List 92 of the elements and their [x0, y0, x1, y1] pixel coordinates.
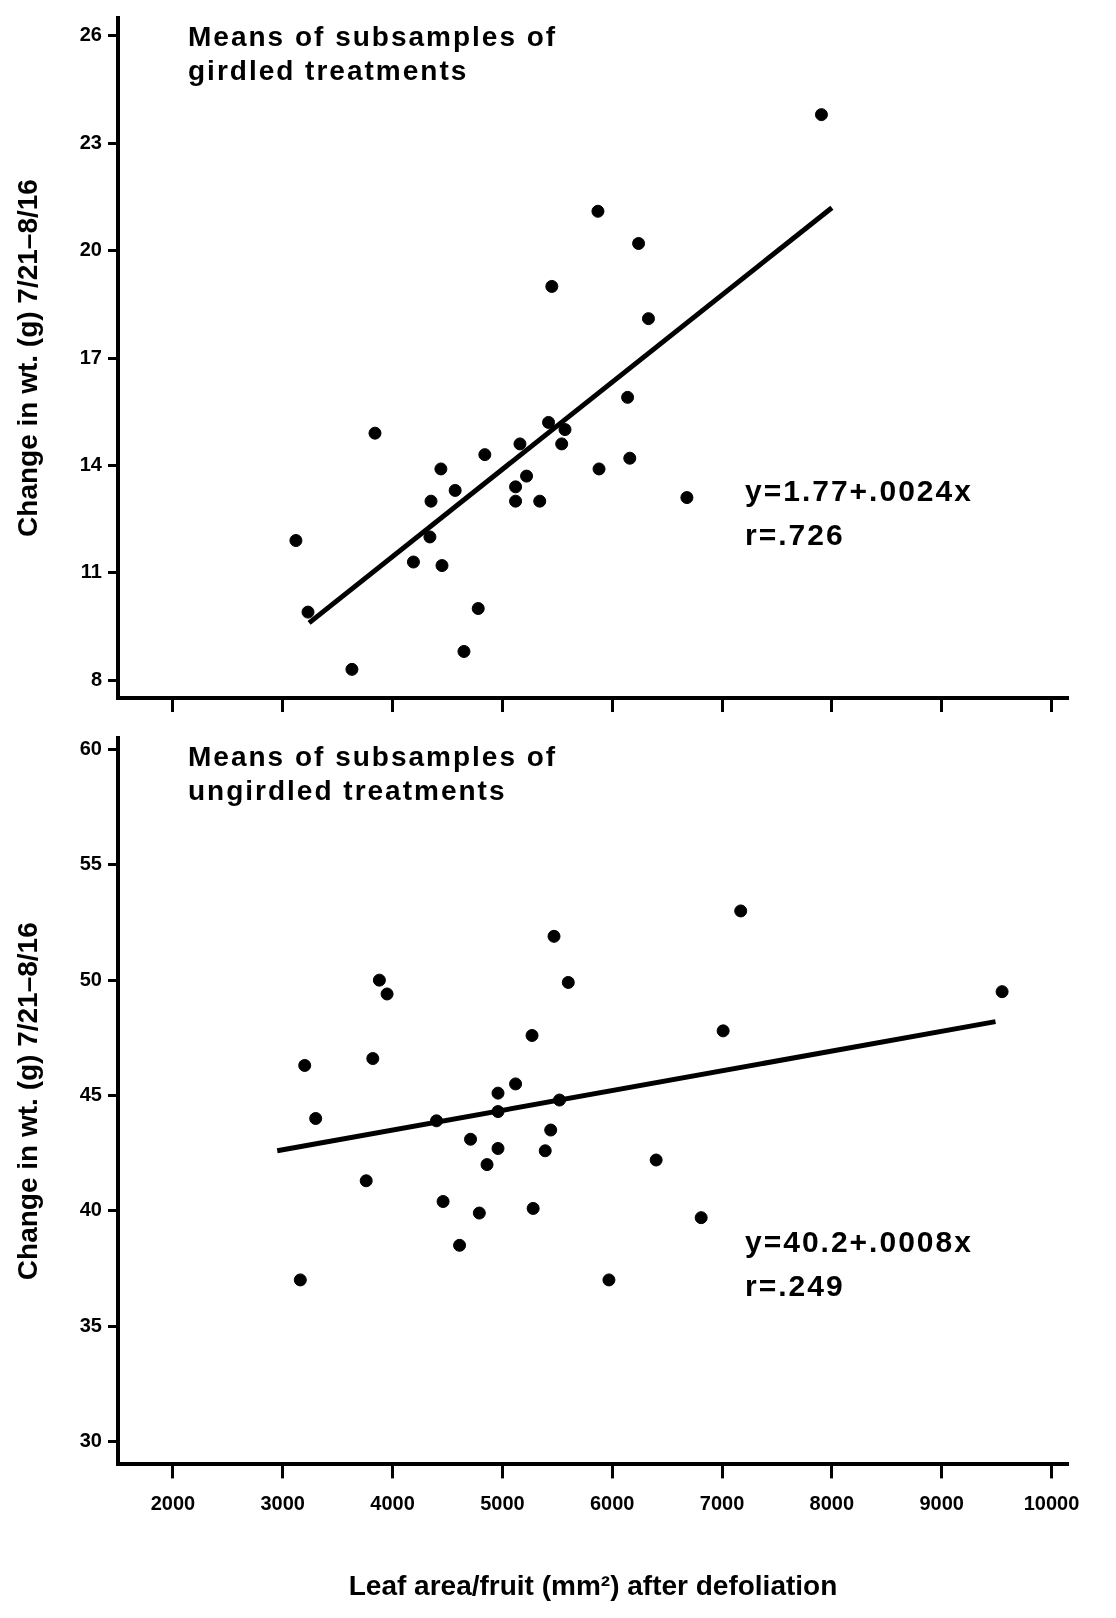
point — [423, 530, 437, 544]
point — [380, 987, 394, 1001]
point — [592, 462, 606, 476]
point — [561, 975, 575, 989]
point — [533, 494, 547, 508]
y-tick-label: 45 — [79, 1082, 102, 1105]
annotation: Means of subsamples of girdled treatments — [188, 20, 559, 88]
point — [480, 1158, 494, 1172]
point — [509, 1077, 523, 1091]
point — [632, 236, 646, 250]
y-tick-label: 20 — [79, 238, 102, 261]
point — [464, 1132, 478, 1146]
x-tick-label: 6000 — [589, 1491, 635, 1514]
y-tick-label: 23 — [79, 130, 102, 153]
point — [558, 423, 572, 437]
point — [448, 483, 462, 497]
annotation: r=.726 — [745, 517, 845, 552]
point — [435, 559, 449, 573]
point — [491, 1086, 505, 1100]
y-tick-label: 30 — [79, 1428, 102, 1451]
y-tick-label: 26 — [79, 23, 102, 46]
point — [345, 662, 359, 676]
y-axis-title: Change in wt. (g) 7/21–8/16 — [11, 922, 43, 1281]
point — [406, 555, 420, 569]
point — [995, 985, 1009, 999]
x-tick-label: 2000 — [150, 1491, 196, 1514]
point — [359, 1174, 373, 1188]
annotation: r=.249 — [745, 1268, 845, 1303]
point — [621, 390, 635, 404]
x-tick-label: 10000 — [1023, 1491, 1080, 1514]
y-tick-label: 14 — [79, 452, 103, 475]
point — [509, 494, 523, 508]
point — [544, 1123, 558, 1137]
annotation: y=1.77+.0024x — [745, 473, 973, 508]
point — [309, 1111, 323, 1125]
point — [591, 204, 605, 218]
point — [368, 426, 382, 440]
annotation: y=40.2+.0008x — [745, 1224, 973, 1259]
point — [430, 1114, 443, 1128]
point — [641, 312, 655, 326]
y-tick-label: 11 — [80, 560, 102, 583]
x-tick-label: 9000 — [919, 1491, 964, 1514]
y-tick-label: 50 — [79, 967, 102, 990]
point — [478, 448, 492, 462]
y-tick-label: 35 — [79, 1313, 102, 1336]
x-tick-label: 7000 — [699, 1491, 745, 1514]
point — [289, 534, 303, 548]
point — [547, 929, 561, 943]
point — [694, 1211, 708, 1225]
point — [814, 108, 828, 122]
point — [457, 644, 471, 658]
point — [509, 480, 523, 494]
point — [436, 1195, 450, 1209]
point — [472, 1206, 486, 1220]
point — [298, 1058, 312, 1072]
point — [513, 437, 527, 451]
annotation: Means of subsamples of ungirdled treatments — [188, 740, 559, 808]
y-axis-title: Change in wt. (g) 7/21–8/16 — [11, 179, 43, 537]
y-tick-label: 17 — [79, 345, 102, 368]
x-tick-label: 4000 — [370, 1491, 415, 1514]
point — [520, 469, 534, 483]
point — [526, 1201, 540, 1215]
point — [301, 605, 315, 619]
point — [542, 415, 556, 429]
y-tick-label: 60 — [79, 737, 102, 760]
point — [293, 1273, 307, 1287]
point — [602, 1273, 616, 1287]
point — [471, 602, 485, 616]
x-tick-label: 3000 — [260, 1491, 305, 1514]
point — [680, 491, 694, 505]
point — [424, 494, 438, 508]
point — [372, 973, 386, 987]
point — [366, 1052, 380, 1066]
point — [453, 1238, 467, 1252]
point — [716, 1024, 730, 1038]
y-tick-label: 55 — [79, 852, 102, 875]
x-tick-label: 8000 — [809, 1491, 855, 1514]
point — [525, 1028, 539, 1042]
point — [623, 451, 637, 465]
point — [491, 1141, 505, 1155]
point — [491, 1105, 505, 1119]
point — [649, 1153, 663, 1167]
point — [555, 437, 569, 451]
point — [538, 1144, 552, 1158]
point — [734, 904, 748, 918]
point — [553, 1093, 566, 1107]
x-axis-title: Leaf area/fruit (mm²) after defoliation — [348, 1569, 838, 1601]
y-tick-label: 8 — [90, 667, 102, 690]
point — [545, 279, 559, 293]
point — [434, 462, 448, 476]
y-tick-label: 40 — [79, 1198, 102, 1221]
x-tick-label: 5000 — [480, 1491, 525, 1514]
